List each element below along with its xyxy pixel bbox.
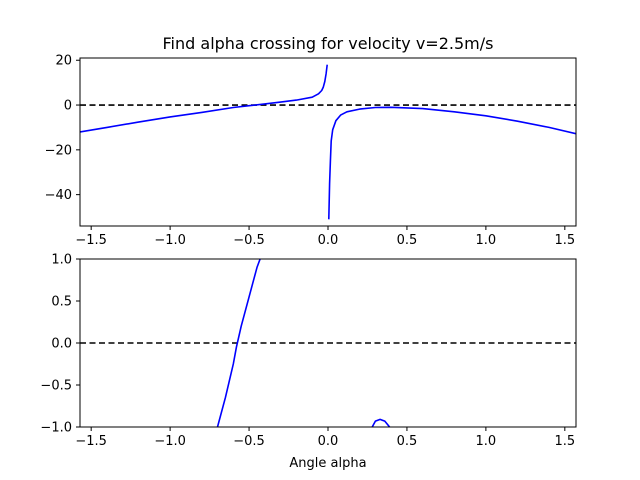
top-subplot: −1.5 −1.0 −0.5 0.0 0.5 1.0 1.5 20 0 −20 −40 — [45, 54, 577, 248]
y-tick-label: −0.5 — [40, 379, 72, 394]
chart-title: Find alpha crossing for velocity v=2.5m/… — [163, 34, 494, 53]
y-tick-label: −40 — [45, 188, 72, 203]
x-tick-label: 0.5 — [397, 233, 418, 248]
x-tick-label: −1.5 — [75, 233, 107, 248]
y-tick-label: 1.0 — [51, 253, 72, 268]
y-tick-label: 0.5 — [51, 295, 72, 310]
y-tick-label: 0.0 — [51, 337, 72, 352]
x-tick-label: 0.5 — [397, 434, 418, 449]
plot-area — [80, 259, 576, 427]
x-tick-label: −0.5 — [233, 434, 265, 449]
y-tick-label: 0 — [64, 99, 72, 114]
x-tick-label: −0.5 — [233, 233, 265, 248]
plot-area — [80, 64, 576, 220]
x-tick-label: 0.0 — [318, 434, 339, 449]
x-tick-label: 1.0 — [476, 434, 497, 449]
x-tick-label: −1.0 — [154, 434, 186, 449]
y-tick-label: −20 — [45, 143, 72, 158]
x-axis-label: Angle alpha — [289, 456, 366, 471]
y-tick-label: 20 — [55, 54, 72, 69]
x-tick-label: 1.5 — [554, 233, 575, 248]
x-tick-label: 1.0 — [476, 233, 497, 248]
y-tick-label: −1.0 — [40, 421, 72, 436]
bottom-subplot: −1.5 −1.0 −0.5 0.0 0.5 1.0 1.51.00.50.0−0.5−1.… — [40, 253, 577, 449]
series-line — [216, 259, 261, 427]
series-line — [371, 418, 391, 427]
series-line — [328, 106, 576, 220]
x-tick-label: 0.0 — [318, 233, 339, 248]
series-line — [80, 64, 328, 133]
x-tick-label: −1.0 — [154, 233, 186, 248]
x-tick-label: 1.5 — [554, 434, 575, 449]
x-tick-label: −1.5 — [75, 434, 107, 449]
